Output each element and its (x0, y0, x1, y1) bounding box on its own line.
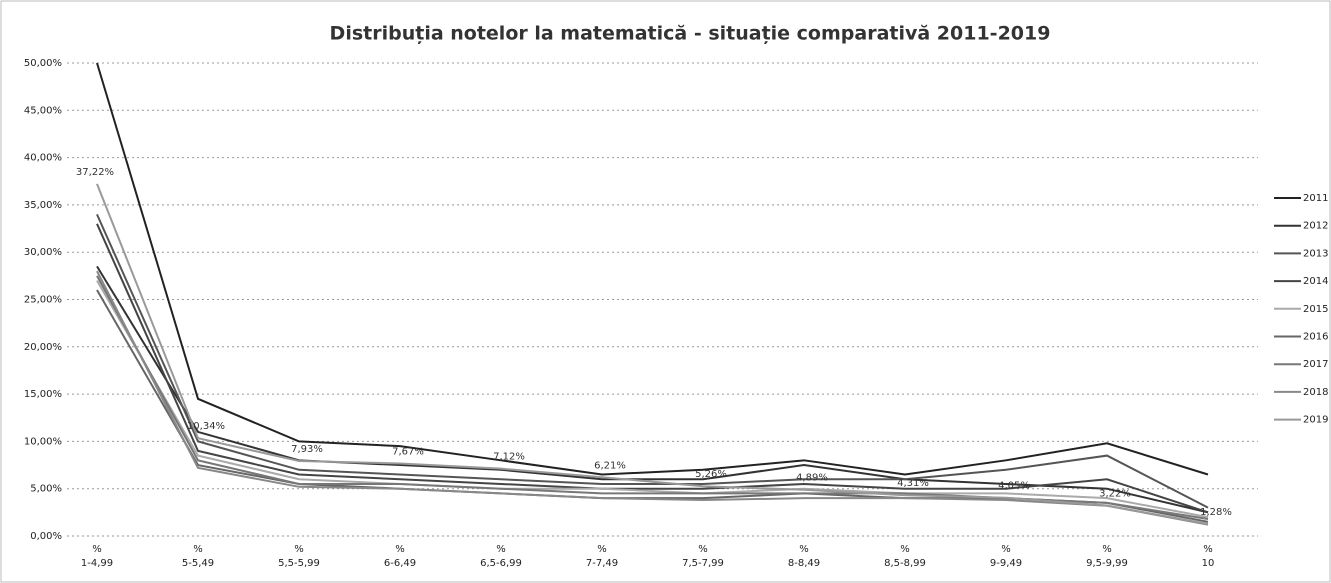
x-tick-label: 9,5-9,99 (1086, 558, 1128, 569)
data-label: 5,26% (695, 469, 727, 480)
legend-label: 2018 (1303, 387, 1328, 398)
series-line (96, 289, 1209, 523)
data-label: 6,21% (594, 460, 626, 471)
data-label: 3,22% (1099, 489, 1131, 500)
legend-label: 2019 (1303, 415, 1328, 426)
x-tick-label: % (900, 544, 910, 555)
y-tick-label: 5,00% (30, 484, 62, 495)
y-tick-label: 0,00% (30, 531, 62, 542)
x-tick-label: 8-8,49 (788, 558, 820, 569)
data-label: 10,34% (187, 421, 225, 432)
x-tick-label: % (92, 544, 102, 555)
x-tick-label: 9-9,49 (990, 558, 1022, 569)
data-label: 37,22% (76, 167, 114, 178)
y-tick-label: 45,00% (24, 105, 62, 116)
data-label: 4,05% (998, 481, 1030, 492)
x-tick-label: % (799, 544, 809, 555)
x-tick-label: 7-7,49 (586, 558, 618, 569)
series-line (96, 183, 1209, 525)
legend-label: 2014 (1303, 276, 1328, 287)
y-tick-label: 30,00% (24, 247, 62, 258)
data-label: 7,93% (291, 444, 323, 455)
x-tick-label: % (1001, 544, 1011, 555)
data-label: 7,67% (392, 446, 424, 457)
x-tick-label: % (193, 544, 203, 555)
legend-label: 2017 (1303, 359, 1328, 370)
y-tick-label: 25,00% (24, 295, 62, 306)
x-tick-label: 6,5-6,99 (480, 558, 522, 569)
x-tick-label: % (597, 544, 607, 555)
y-tick-label: 35,00% (24, 200, 62, 211)
x-tick-label: 7,5-7,99 (682, 558, 724, 569)
series-line (96, 213, 1209, 509)
x-tick-label: 5-5,49 (182, 558, 214, 569)
data-label: 4,89% (796, 473, 828, 484)
x-tick-label: 5,5-5,99 (278, 558, 320, 569)
data-label: 7,12% (493, 452, 525, 463)
series-line (96, 280, 1209, 519)
data-label: 4,31% (897, 478, 929, 489)
series-line (96, 62, 1209, 476)
x-tick-label: % (698, 544, 708, 555)
legend-label: 2011 (1303, 193, 1328, 204)
x-tick-label: % (1102, 544, 1112, 555)
series-line (96, 270, 1209, 526)
x-tick-label: % (1203, 544, 1213, 555)
legend-label: 2012 (1303, 221, 1328, 232)
data-label: 1,28% (1200, 507, 1232, 518)
x-tick-label: 1-4,99 (81, 558, 113, 569)
y-tick-label: 50,00% (24, 58, 62, 69)
legend-label: 2016 (1303, 332, 1328, 343)
x-tick-label: 10 (1202, 558, 1215, 569)
x-tick-label: 8,5-8,99 (884, 558, 926, 569)
y-tick-label: 15,00% (24, 389, 62, 400)
y-tick-label: 10,00% (24, 436, 62, 447)
y-tick-label: 20,00% (24, 342, 62, 353)
x-tick-label: % (395, 544, 405, 555)
x-tick-label: % (496, 544, 506, 555)
legend-label: 2015 (1303, 304, 1328, 315)
y-tick-label: 40,00% (24, 153, 62, 164)
chart-title: Distribuția notelor la matematică - situ… (330, 23, 1051, 45)
legend-label: 2013 (1303, 248, 1328, 259)
series-line (96, 223, 1209, 514)
series-line (96, 265, 1209, 514)
x-tick-label: % (294, 544, 304, 555)
x-tick-label: 6-6,49 (384, 558, 416, 569)
